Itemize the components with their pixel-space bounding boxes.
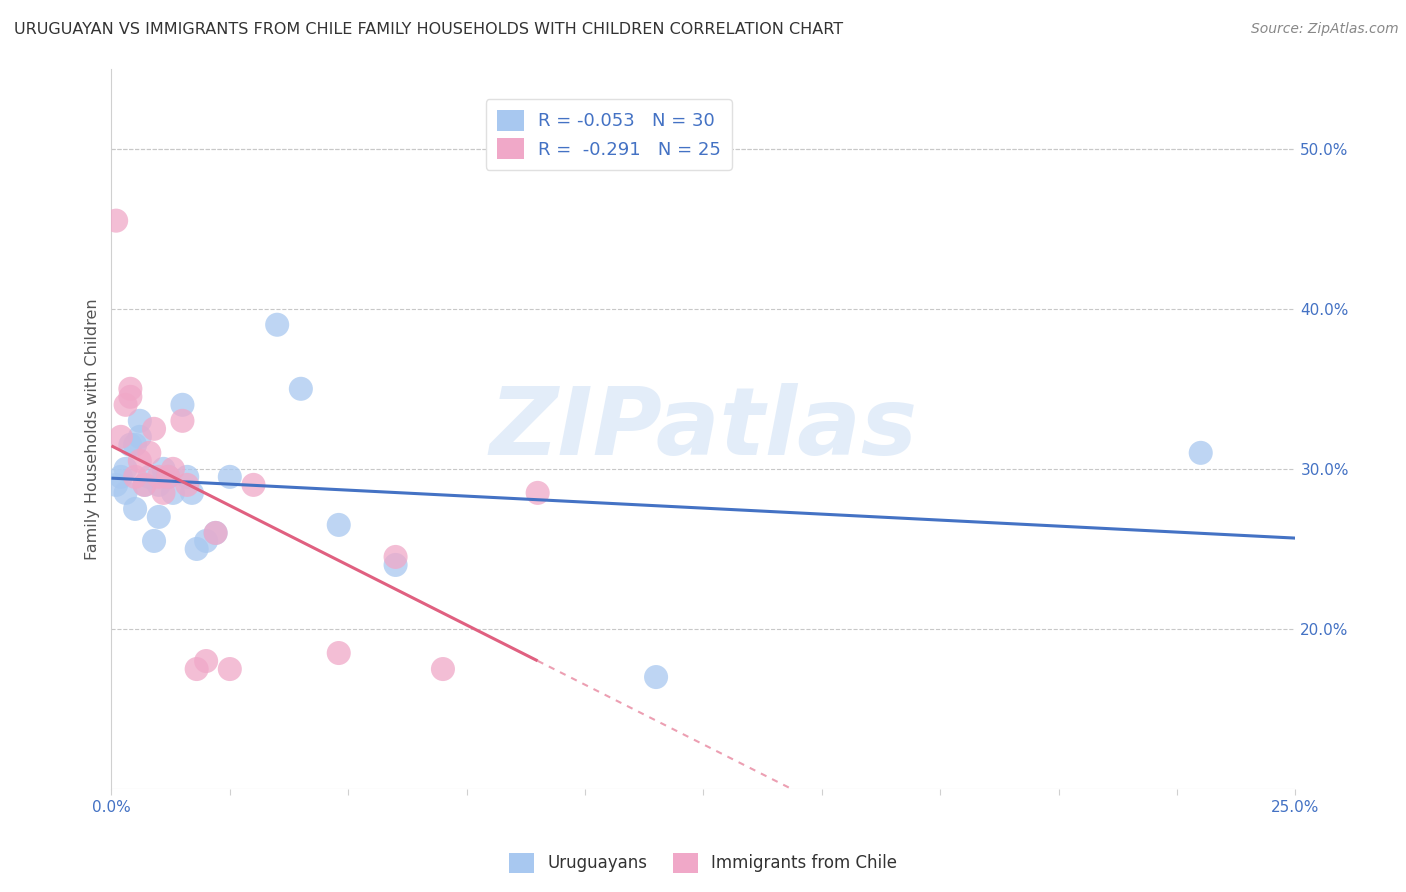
Point — [218, 470, 240, 484]
Point — [1189, 446, 1212, 460]
Point — [148, 478, 170, 492]
Point — [120, 438, 142, 452]
Point — [218, 662, 240, 676]
Point — [124, 502, 146, 516]
Point — [384, 558, 406, 572]
Text: URUGUAYAN VS IMMIGRANTS FROM CHILE FAMILY HOUSEHOLDS WITH CHILDREN CORRELATION C: URUGUAYAN VS IMMIGRANTS FROM CHILE FAMIL… — [14, 22, 844, 37]
Point — [114, 462, 136, 476]
Point — [143, 533, 166, 548]
Point — [266, 318, 288, 332]
Point — [157, 470, 180, 484]
Point — [128, 454, 150, 468]
Point — [138, 470, 160, 484]
Point — [148, 470, 170, 484]
Point — [176, 478, 198, 492]
Point — [157, 470, 180, 484]
Point — [128, 414, 150, 428]
Point — [124, 470, 146, 484]
Point — [526, 486, 548, 500]
Point — [162, 486, 184, 500]
Point — [195, 654, 218, 668]
Y-axis label: Family Households with Children: Family Households with Children — [86, 298, 100, 559]
Point — [242, 478, 264, 492]
Point — [204, 525, 226, 540]
Point — [152, 486, 174, 500]
Point — [148, 509, 170, 524]
Point — [172, 414, 194, 428]
Point — [195, 533, 218, 548]
Point — [128, 430, 150, 444]
Point — [172, 398, 194, 412]
Point — [645, 670, 668, 684]
Point — [120, 382, 142, 396]
Point — [328, 646, 350, 660]
Point — [328, 517, 350, 532]
Point — [114, 486, 136, 500]
Point — [432, 662, 454, 676]
Text: Source: ZipAtlas.com: Source: ZipAtlas.com — [1251, 22, 1399, 37]
Point — [186, 662, 208, 676]
Point — [110, 430, 132, 444]
Point — [105, 478, 128, 492]
Point — [162, 462, 184, 476]
Point — [204, 525, 226, 540]
Point — [105, 213, 128, 227]
Point — [120, 390, 142, 404]
Point — [152, 462, 174, 476]
Point — [138, 446, 160, 460]
Point — [114, 398, 136, 412]
Text: ZIPatlas: ZIPatlas — [489, 383, 918, 475]
Point — [384, 549, 406, 564]
Legend: Uruguayans, Immigrants from Chile: Uruguayans, Immigrants from Chile — [502, 847, 904, 880]
Point — [186, 541, 208, 556]
Point — [134, 478, 156, 492]
Point — [290, 382, 312, 396]
Point — [110, 470, 132, 484]
Point — [143, 422, 166, 436]
Point — [134, 478, 156, 492]
Legend: R = -0.053   N = 30, R =  -0.291   N = 25: R = -0.053 N = 30, R = -0.291 N = 25 — [485, 99, 731, 169]
Point — [124, 438, 146, 452]
Point — [181, 486, 204, 500]
Point — [176, 470, 198, 484]
